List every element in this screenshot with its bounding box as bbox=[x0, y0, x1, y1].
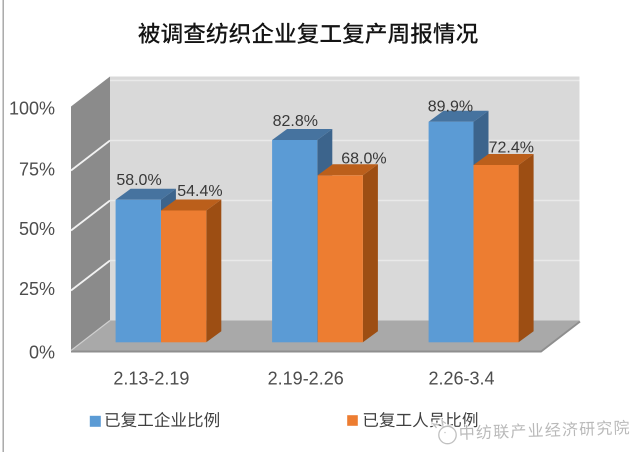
svg-text:58.0%: 58.0% bbox=[116, 172, 161, 189]
svg-text:75%: 75% bbox=[19, 159, 55, 179]
svg-text:54.4%: 54.4% bbox=[177, 183, 222, 200]
svg-text:72.4%: 72.4% bbox=[489, 139, 534, 156]
svg-text:68.0%: 68.0% bbox=[341, 150, 386, 167]
svg-text:2.19-2.26: 2.19-2.26 bbox=[268, 368, 344, 388]
svg-text:2.26-3.4: 2.26-3.4 bbox=[428, 368, 494, 388]
svg-text:100%: 100% bbox=[9, 99, 55, 119]
svg-text:50%: 50% bbox=[19, 219, 55, 239]
svg-text:2.13-2.19: 2.13-2.19 bbox=[113, 368, 189, 388]
svg-text:0%: 0% bbox=[29, 342, 55, 362]
svg-text:25%: 25% bbox=[19, 279, 55, 299]
svg-text:89.9%: 89.9% bbox=[428, 99, 473, 116]
svg-text:82.8%: 82.8% bbox=[273, 113, 318, 130]
